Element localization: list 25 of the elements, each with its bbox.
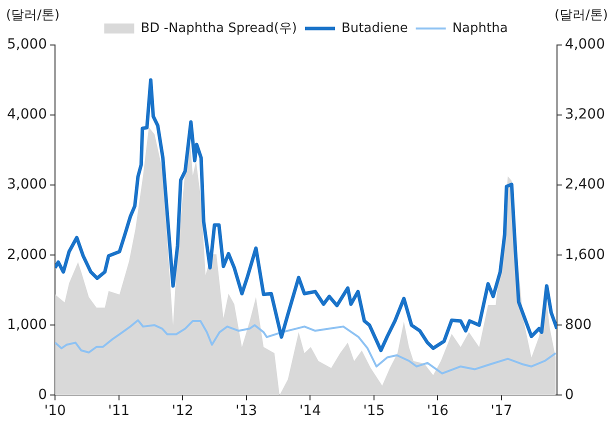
x-tick-label: '13 — [236, 403, 258, 420]
x-tick-label: '10 — [44, 403, 66, 420]
legend-label: BD -Naphtha Spread(우) — [140, 20, 297, 36]
x-tick-label: '14 — [299, 403, 322, 420]
y2-tick-label: 0 — [564, 386, 574, 403]
x-tick-label: '11 — [108, 403, 130, 420]
y2-tick-label: 2,400 — [564, 176, 606, 193]
y2-tick-label: 4,000 — [564, 36, 606, 53]
x-tick-label: '12 — [172, 403, 194, 420]
y-axis-title: (달러/톤) — [6, 7, 60, 24]
y2-tick-label: 3,200 — [564, 106, 606, 123]
y-tick-label: 4,000 — [6, 106, 48, 123]
y2-axis-title: (달러/톤) — [554, 7, 608, 24]
y2-tick-label: 800 — [564, 316, 592, 333]
y-tick-label: 2,000 — [6, 246, 48, 263]
legend-label: Butadiene — [341, 20, 408, 36]
x-tick-label: '16 — [426, 403, 449, 420]
x-tick-label: '15 — [363, 403, 385, 420]
y2-tick-label: 1,600 — [564, 246, 606, 263]
y-tick-label: 3,000 — [6, 176, 48, 193]
y-tick-label: 0 — [38, 386, 48, 403]
x-tick-label: '17 — [490, 403, 512, 420]
y-tick-label: 5,000 — [6, 36, 48, 53]
legend-label: Naphtha — [452, 20, 508, 36]
y-tick-label: 1,000 — [6, 316, 48, 333]
